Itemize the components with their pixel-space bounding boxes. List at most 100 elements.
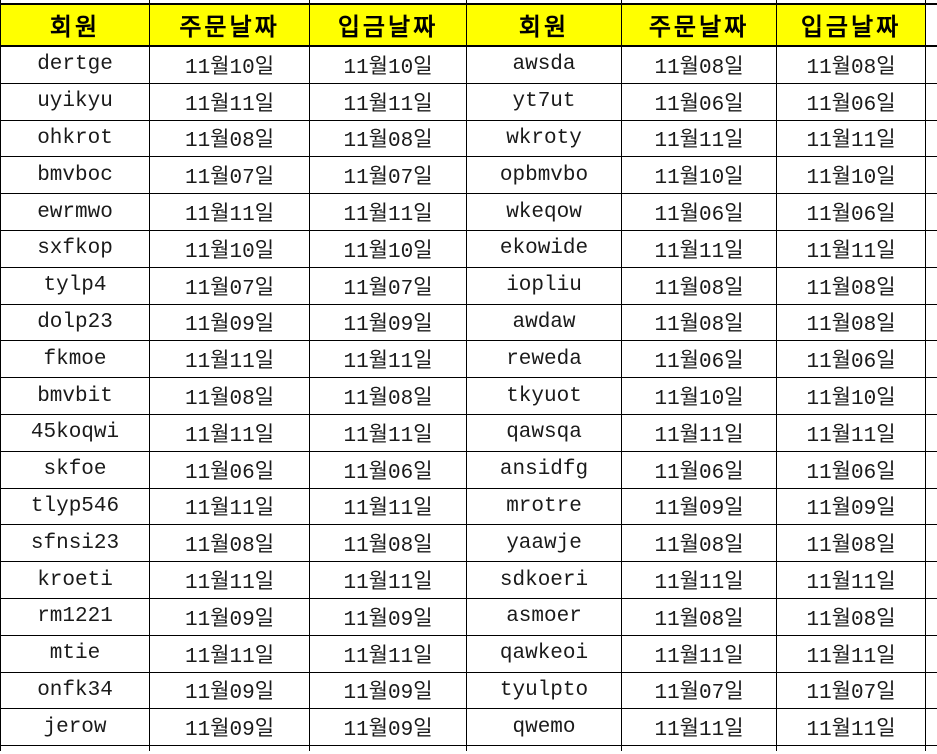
cell-deposit-date[interactable]: 11월10일 — [309, 229, 467, 268]
cell-order-date[interactable]: 11월10일 — [149, 229, 310, 268]
cell-order-date[interactable]: 11월06일 — [149, 450, 310, 489]
cell-order-date[interactable]: 11월08일 — [621, 303, 777, 342]
cell-member[interactable]: reweda — [466, 340, 622, 379]
cell-order-date[interactable]: 11월08일 — [621, 597, 777, 636]
cell-member[interactable]: tylp4 — [0, 266, 150, 305]
cell-member[interactable]: asmoer — [466, 597, 622, 636]
cell-deposit-date[interactable]: 11월11일 — [309, 82, 467, 121]
cell-order-date[interactable]: 11월10일 — [149, 45, 310, 84]
cell-order-date[interactable]: 11월11일 — [149, 82, 310, 121]
column-header-deposit-date[interactable]: 입금날짜 — [776, 3, 926, 47]
cell-order-date[interactable]: 11월11일 — [621, 413, 777, 452]
cell-member[interactable]: opbmvbo — [466, 156, 622, 195]
column-header-member[interactable]: 회원 — [466, 3, 622, 47]
cell-member[interactable]: iopliu — [466, 266, 622, 305]
cell-deposit-date[interactable]: 11월11일 — [309, 561, 467, 599]
cell-order-date[interactable]: 11월08일 — [621, 266, 777, 305]
cell-member[interactable]: dertge — [0, 45, 150, 84]
cell-member[interactable]: jerow — [0, 708, 150, 747]
cell-member[interactable]: awdaw — [466, 303, 622, 342]
cell-order-date[interactable]: 11월09일 — [149, 597, 310, 636]
cell-deposit-date[interactable]: 11월08일 — [776, 303, 926, 342]
cell-member[interactable]: kroeti — [0, 561, 150, 599]
cell-deposit-date[interactable]: 11월06일 — [776, 340, 926, 379]
cell-member[interactable]: sxfkop — [0, 229, 150, 268]
cell-deposit-date[interactable]: 11월10일 — [776, 156, 926, 195]
column-header-member[interactable]: 회원 — [0, 3, 150, 47]
cell-deposit-date[interactable]: 11월07일 — [776, 671, 926, 710]
cell-order-date[interactable]: 11월11일 — [149, 487, 310, 526]
cell-member[interactable]: wkeqow — [466, 193, 622, 231]
cell-order-date[interactable]: 11월11일 — [149, 340, 310, 379]
cell-member[interactable]: skfoe — [0, 450, 150, 489]
cell-deposit-date[interactable]: 11월11일 — [309, 487, 467, 526]
cell-order-date[interactable]: 11월08일 — [149, 119, 310, 158]
cell-member[interactable]: yaawje — [466, 524, 622, 563]
cell-order-date[interactable]: 11월10일 — [621, 156, 777, 195]
cell-member[interactable]: qwemo — [466, 708, 622, 747]
cell-member[interactable]: tkyuot — [466, 377, 622, 415]
cell-member[interactable]: mtie — [0, 634, 150, 673]
cell-order-date[interactable]: 11월11일 — [621, 561, 777, 599]
cell-deposit-date[interactable]: 11월11일 — [776, 119, 926, 158]
cell-member[interactable]: mrotre — [466, 487, 622, 526]
cell-order-date[interactable]: 11월11일 — [621, 119, 777, 158]
cell-order-date[interactable]: 11월08일 — [621, 45, 777, 84]
cell-order-date[interactable]: 11월08일 — [149, 524, 310, 563]
cell-deposit-date[interactable]: 11월08일 — [309, 524, 467, 563]
cell-member[interactable]: tlyp546 — [0, 487, 150, 526]
cell-deposit-date[interactable]: 11월11일 — [309, 413, 467, 452]
cell-member[interactable]: qawsqa — [466, 413, 622, 452]
cell-member[interactable]: rm1221 — [0, 597, 150, 636]
cell-deposit-date[interactable]: 11월09일 — [309, 597, 467, 636]
cell-deposit-date[interactable]: 11월10일 — [776, 377, 926, 415]
cell-member[interactable]: ekowide — [466, 229, 622, 268]
cell-order-date[interactable]: 11월09일 — [149, 671, 310, 710]
cell-order-date[interactable]: 11월06일 — [621, 450, 777, 489]
cell-member[interactable]: wkroty — [466, 119, 622, 158]
cell-member[interactable]: sfnsi23 — [0, 524, 150, 563]
cell-member[interactable]: sdkoeri — [466, 561, 622, 599]
column-header-deposit-date[interactable]: 입금날짜 — [309, 3, 467, 47]
cell-order-date[interactable]: 11월08일 — [621, 524, 777, 563]
cell-member[interactable]: qawkeoi — [466, 634, 622, 673]
cell-deposit-date[interactable]: 11월11일 — [776, 634, 926, 673]
cell-deposit-date[interactable]: 11월08일 — [309, 377, 467, 415]
cell-deposit-date[interactable]: 11월07일 — [309, 266, 467, 305]
cell-deposit-date[interactable]: 11월06일 — [776, 82, 926, 121]
cell-member[interactable]: 45koqwi — [0, 413, 150, 452]
cell-member[interactable]: ohkrot — [0, 119, 150, 158]
cell-order-date[interactable]: 11월07일 — [149, 266, 310, 305]
cell-member[interactable]: yt7ut — [466, 82, 622, 121]
cell-order-date[interactable]: 11월11일 — [149, 193, 310, 231]
cell-deposit-date[interactable]: 11월11일 — [309, 634, 467, 673]
cell-order-date[interactable]: 11월11일 — [621, 229, 777, 268]
cell-order-date[interactable]: 11월06일 — [621, 340, 777, 379]
cell-order-date[interactable]: 11월11일 — [621, 708, 777, 747]
cell-deposit-date[interactable]: 11월08일 — [776, 524, 926, 563]
cell-order-date[interactable]: 11월07일 — [149, 156, 310, 195]
cell-deposit-date[interactable]: 11월06일 — [776, 193, 926, 231]
cell-deposit-date[interactable]: 11월11일 — [309, 340, 467, 379]
cell-deposit-date[interactable]: 11월09일 — [309, 671, 467, 710]
cell-deposit-date[interactable]: 11월08일 — [309, 119, 467, 158]
cell-order-date[interactable]: 11월09일 — [621, 487, 777, 526]
cell-deposit-date[interactable]: 11월06일 — [309, 450, 467, 489]
cell-member[interactable]: bmvboc — [0, 156, 150, 195]
cell-member[interactable]: tyulpto — [466, 671, 622, 710]
cell-order-date[interactable]: 11월11일 — [149, 634, 310, 673]
cell-member[interactable]: awsda — [466, 45, 622, 84]
cell-deposit-date[interactable]: 11월08일 — [776, 597, 926, 636]
column-header-order-date[interactable]: 주문날짜 — [621, 3, 777, 47]
cell-member[interactable]: bmvbit — [0, 377, 150, 415]
cell-order-date[interactable]: 11월09일 — [149, 708, 310, 747]
cell-member[interactable]: onfk34 — [0, 671, 150, 710]
cell-order-date[interactable]: 11월08일 — [149, 377, 310, 415]
cell-order-date[interactable]: 11월11일 — [149, 561, 310, 599]
cell-deposit-date[interactable]: 11월09일 — [776, 487, 926, 526]
cell-member[interactable]: ewrmwo — [0, 193, 150, 231]
cell-order-date[interactable]: 11월06일 — [621, 82, 777, 121]
cell-order-date[interactable]: 11월11일 — [621, 634, 777, 673]
cell-deposit-date[interactable]: 11월08일 — [776, 45, 926, 84]
cell-member[interactable]: uyikyu — [0, 82, 150, 121]
